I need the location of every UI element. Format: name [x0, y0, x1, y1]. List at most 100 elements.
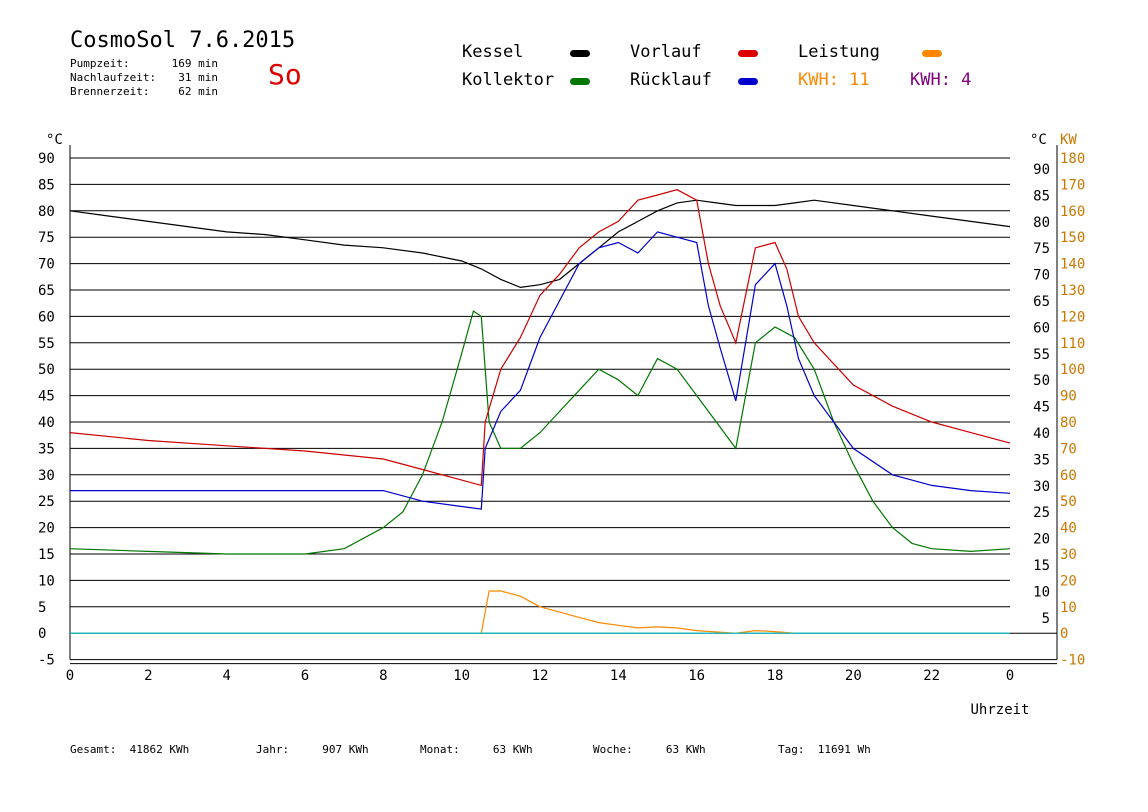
y-tick-right-temp: 5 [1042, 611, 1050, 627]
y-tick-left: 65 [38, 283, 55, 299]
weekday-label: So [268, 58, 302, 91]
y-tick-right-temp: 60 [1033, 320, 1050, 336]
y-tick-right-temp: 50 [1033, 373, 1050, 389]
y-tick-right-temp: 90 [1033, 162, 1050, 178]
x-tick: 2 [144, 668, 152, 684]
footer-jahr: Jahr: 907 KWh [256, 743, 369, 756]
y-tick-left: 30 [38, 468, 55, 484]
legend-leistung-swatch [922, 50, 942, 57]
legend-kessel-swatch [570, 50, 590, 57]
x-axis-label: Uhrzeit [970, 702, 1029, 718]
y-tick-left: 10 [38, 573, 55, 589]
y-tick-right-temp: 75 [1033, 241, 1050, 257]
x-tick: 20 [845, 668, 862, 684]
y-tick-right-power: 170 [1060, 177, 1085, 193]
y-tick-right-power: 50 [1060, 494, 1077, 510]
y-tick-right-power: 120 [1060, 309, 1085, 325]
stat-row: Brennerzeit: 62 min [70, 85, 218, 98]
legend-ruecklauf: Rücklauf [630, 70, 712, 90]
y-tick-right-temp: 80 [1033, 215, 1050, 231]
y-unit-power: KW [1060, 132, 1077, 148]
y-tick-right-power: 0 [1060, 626, 1068, 642]
series-leistung [480, 590, 795, 634]
y-tick-left: 35 [38, 441, 55, 457]
y-tick-right-power: 10 [1060, 600, 1077, 616]
x-tick: 14 [610, 668, 627, 684]
legend-ruecklauf-swatch [738, 78, 758, 85]
y-tick-right-temp: 10 [1033, 584, 1050, 600]
y-tick-left: 15 [38, 547, 55, 563]
y-tick-right-temp: 20 [1033, 532, 1050, 548]
footer-monat: Monat: 63 KWh [420, 743, 533, 756]
y-tick-left: 50 [38, 362, 55, 378]
y-tick-left: -5 [38, 653, 55, 669]
footer-gesamt: Gesamt: 41862 KWh [70, 743, 190, 756]
y-tick-left: 45 [38, 389, 55, 405]
y-tick-left: 20 [38, 521, 55, 537]
legend-kollektor-swatch [570, 78, 590, 85]
y-tick-right-temp: 15 [1033, 558, 1050, 574]
y-tick-right-power: 20 [1060, 573, 1077, 589]
y-unit-left: °C [46, 132, 63, 148]
y-tick-right-power: 30 [1060, 547, 1077, 563]
x-tick: 22 [923, 668, 940, 684]
series-rücklauf [70, 231, 1011, 510]
x-tick: 0 [1006, 668, 1014, 684]
legend-kwh1: KWH: 11 [798, 70, 870, 90]
series-kollektor [69, 310, 1011, 555]
legend-kwh2: KWH: 4 [910, 70, 972, 90]
x-tick: 16 [688, 668, 705, 684]
y-tick-right-power: -10 [1060, 653, 1085, 669]
y-tick-left: 55 [38, 336, 55, 352]
y-tick-right-power: 110 [1060, 336, 1085, 352]
y-tick-right-temp: 85 [1033, 188, 1050, 204]
y-tick-right-power: 70 [1060, 441, 1077, 457]
series-vorlauf [69, 189, 1011, 487]
y-tick-left: 70 [38, 257, 55, 273]
y-tick-right-temp: 70 [1033, 268, 1050, 284]
y-tick-right-temp: 40 [1033, 426, 1050, 442]
x-tick: 0 [66, 668, 74, 684]
x-tick: 10 [453, 668, 470, 684]
y-tick-right-power: 180 [1060, 151, 1085, 167]
legend-leistung: Leistung [798, 42, 880, 62]
y-tick-left: 60 [38, 309, 55, 325]
y-tick-left: 25 [38, 494, 55, 510]
stats-block: Pumpzeit: 169 min Nachlaufzeit: 31 min Bre… [70, 57, 218, 99]
y-tick-left: 75 [38, 230, 55, 246]
stat-row: Pumpzeit: 169 min [70, 57, 218, 70]
legend-vorlauf: Vorlauf [630, 42, 702, 62]
y-tick-right-temp: 35 [1033, 452, 1050, 468]
legend-kessel: Kessel [462, 42, 524, 62]
footer-tag: Tag: 11691 Wh [778, 743, 871, 756]
x-tick: 18 [767, 668, 784, 684]
y-tick-right-temp: 55 [1033, 347, 1050, 363]
y-tick-right-power: 150 [1060, 230, 1085, 246]
y-tick-left: 40 [38, 415, 55, 431]
legend-vorlauf-swatch [738, 50, 758, 57]
x-tick: 4 [222, 668, 230, 684]
y-tick-right-power: 160 [1060, 204, 1085, 220]
stat-row: Nachlaufzeit: 31 min [70, 71, 218, 84]
y-tick-left: 85 [38, 177, 55, 193]
y-tick-right-power: 90 [1060, 389, 1077, 405]
y-tick-right-power: 130 [1060, 283, 1085, 299]
y-tick-right-temp: 25 [1033, 505, 1050, 521]
y-tick-left: 90 [38, 151, 55, 167]
x-tick: 12 [532, 668, 549, 684]
y-tick-right-temp: 65 [1033, 294, 1050, 310]
y-tick-right-power: 60 [1060, 468, 1077, 484]
footer-woche: Woche: 63 KWh [593, 743, 706, 756]
y-tick-right-power: 100 [1060, 362, 1085, 378]
x-tick: 6 [301, 668, 309, 684]
y-tick-left: 80 [38, 204, 55, 220]
y-tick-right-power: 140 [1060, 257, 1085, 273]
y-tick-right-power: 40 [1060, 521, 1077, 537]
y-tick-left: 0 [38, 626, 46, 642]
x-tick: 8 [379, 668, 387, 684]
y-unit-right: °C [1030, 132, 1047, 148]
y-tick-right-temp: 45 [1033, 400, 1050, 416]
y-tick-left: 5 [38, 600, 46, 616]
y-tick-right-temp: 30 [1033, 479, 1050, 495]
